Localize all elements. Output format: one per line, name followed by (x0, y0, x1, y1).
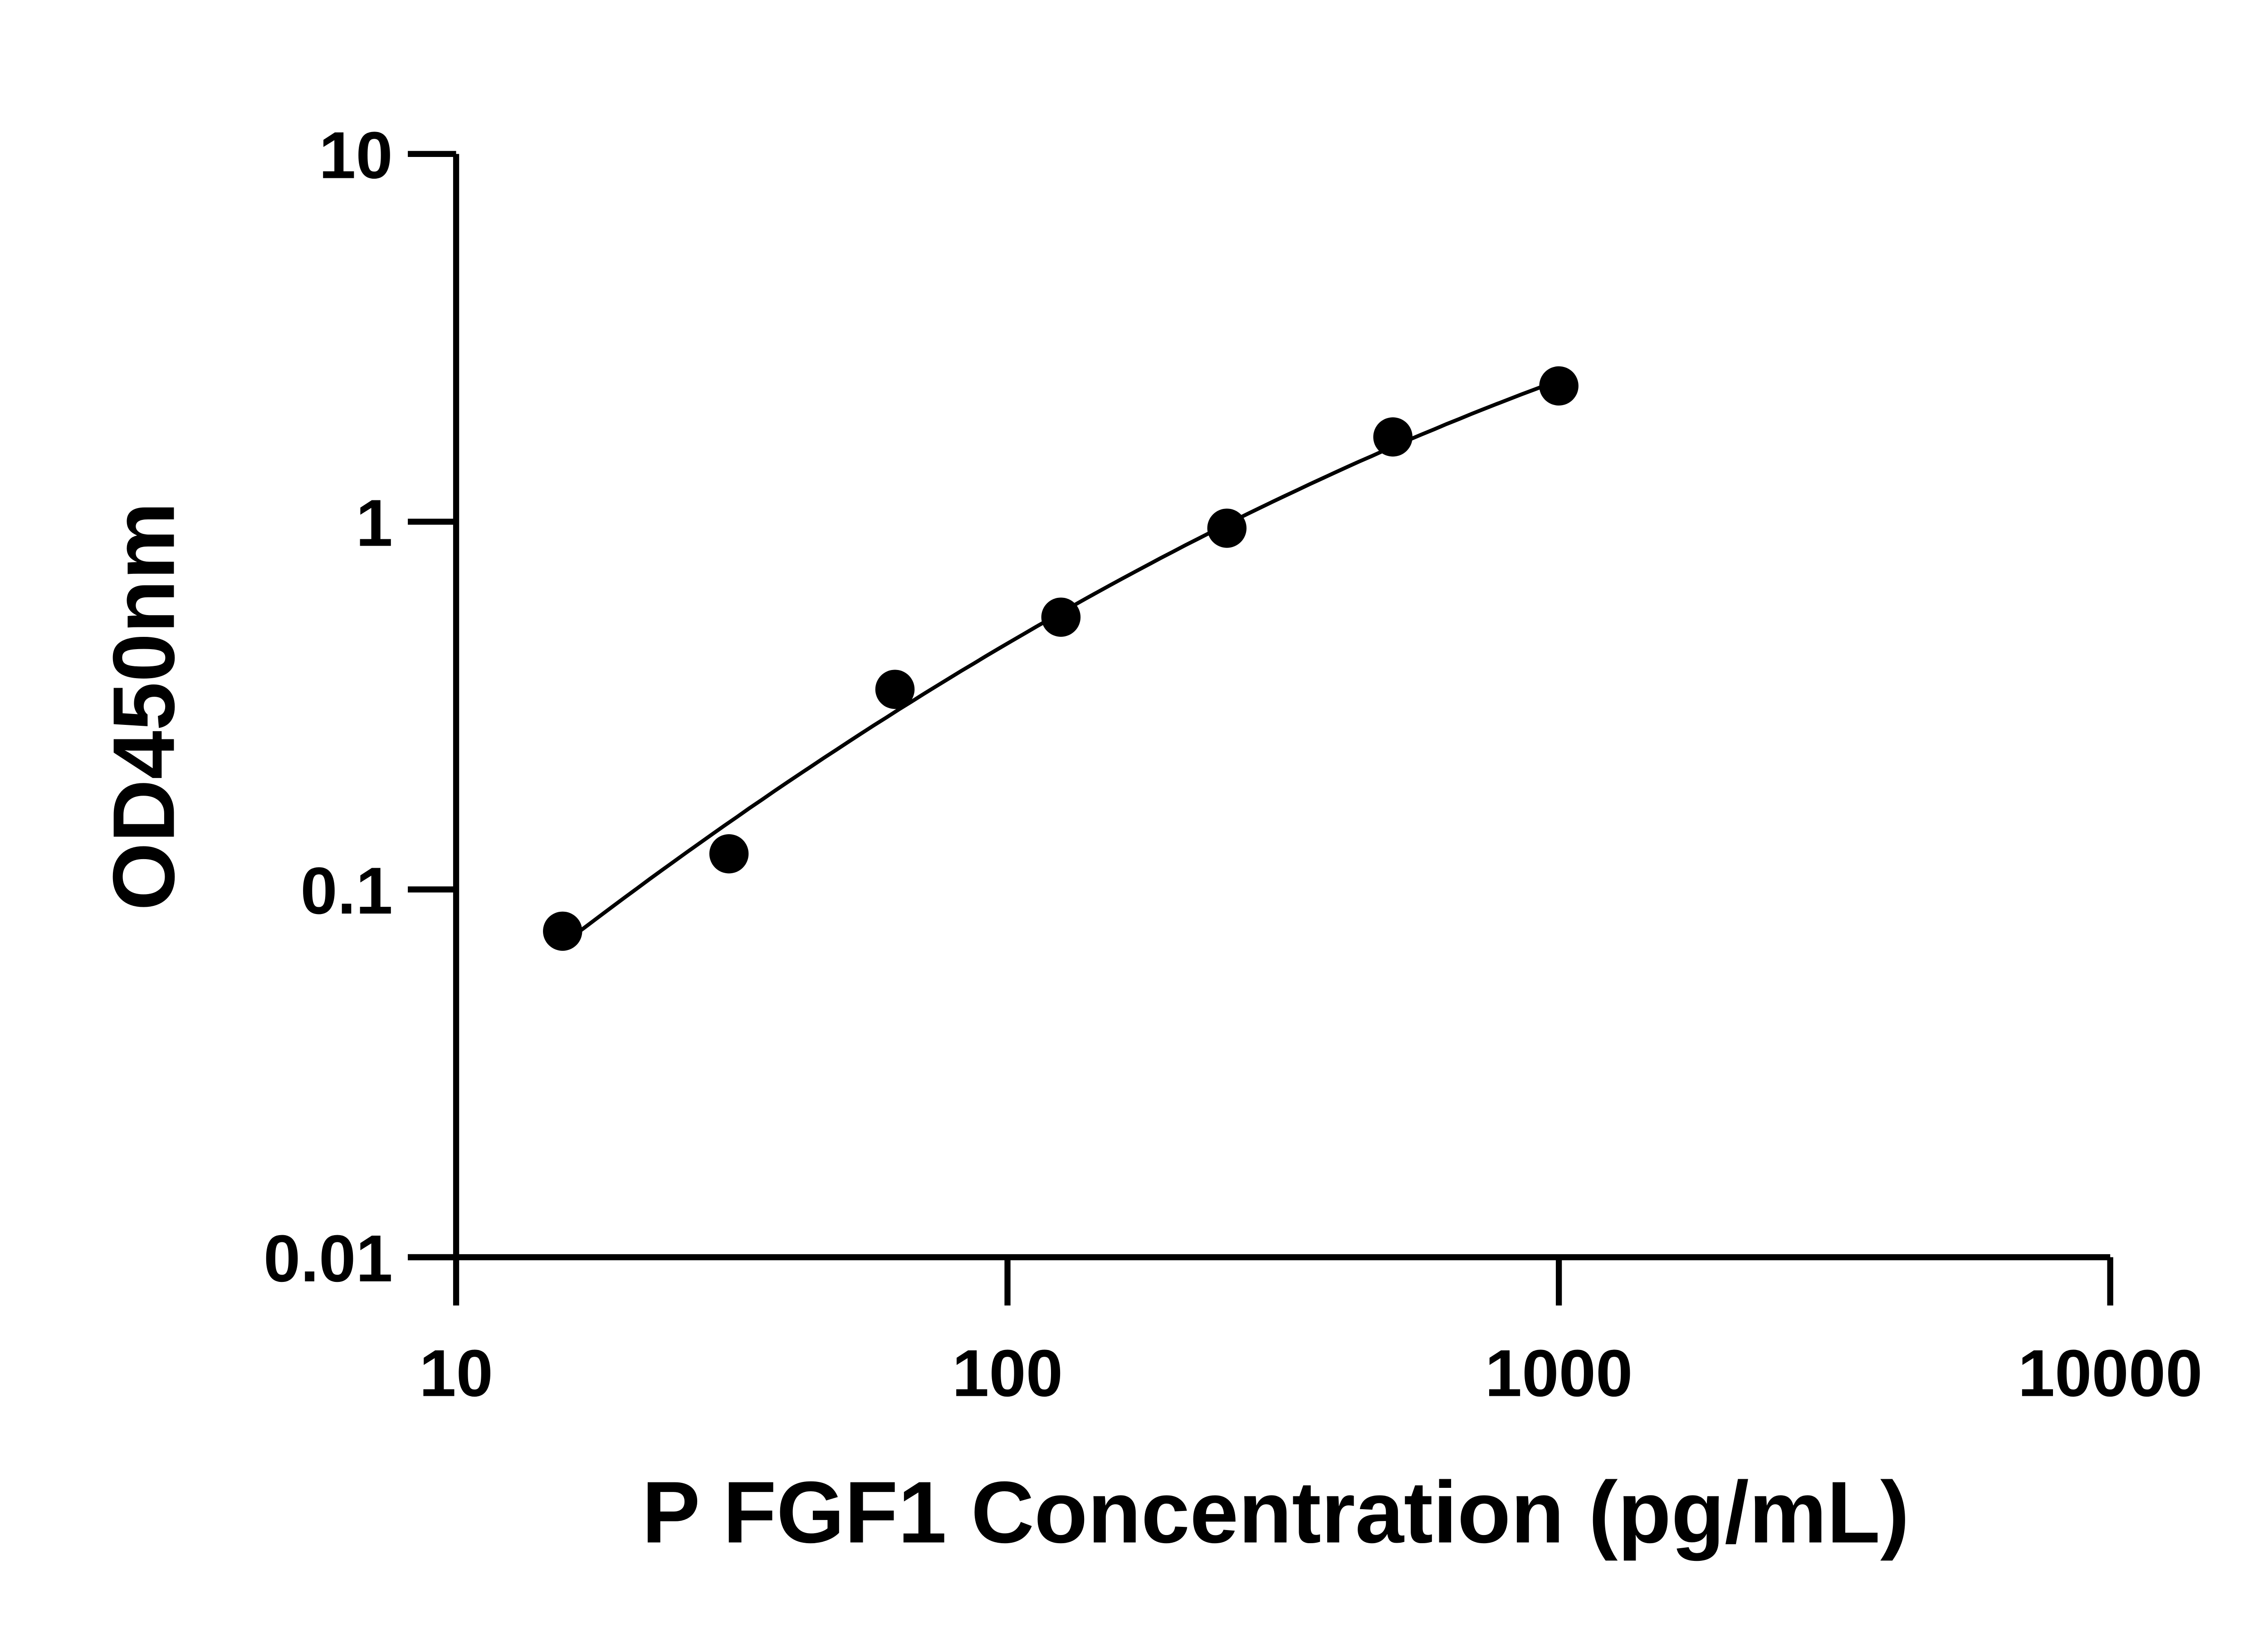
data-points (543, 366, 1579, 951)
x-tick-label: 100 (952, 1336, 1063, 1411)
data-point (1041, 597, 1081, 637)
y-axis-title: OD450nm (94, 502, 192, 911)
data-point (1539, 366, 1579, 406)
x-tick-label: 10000 (2018, 1336, 2203, 1411)
data-point (1373, 417, 1413, 457)
y-tick-label: 0.01 (264, 1222, 393, 1296)
data-point (543, 911, 582, 951)
x-tick-label: 1000 (1485, 1336, 1633, 1411)
data-point (875, 670, 915, 709)
data-point (1207, 508, 1247, 548)
x-tick-label: 10 (419, 1336, 493, 1411)
axes (408, 154, 2111, 1261)
y-tick-label: 10 (319, 118, 393, 193)
y-tick-label: 1 (356, 486, 392, 560)
x-axis-title: P FGF1 Concentration (pg/mL) (642, 1463, 1909, 1561)
data-point (709, 834, 749, 874)
y-tick-label: 0.1 (300, 854, 392, 928)
ticks: 0.01 0.1 1 10 10 100 1000 10000 (264, 118, 2203, 1411)
